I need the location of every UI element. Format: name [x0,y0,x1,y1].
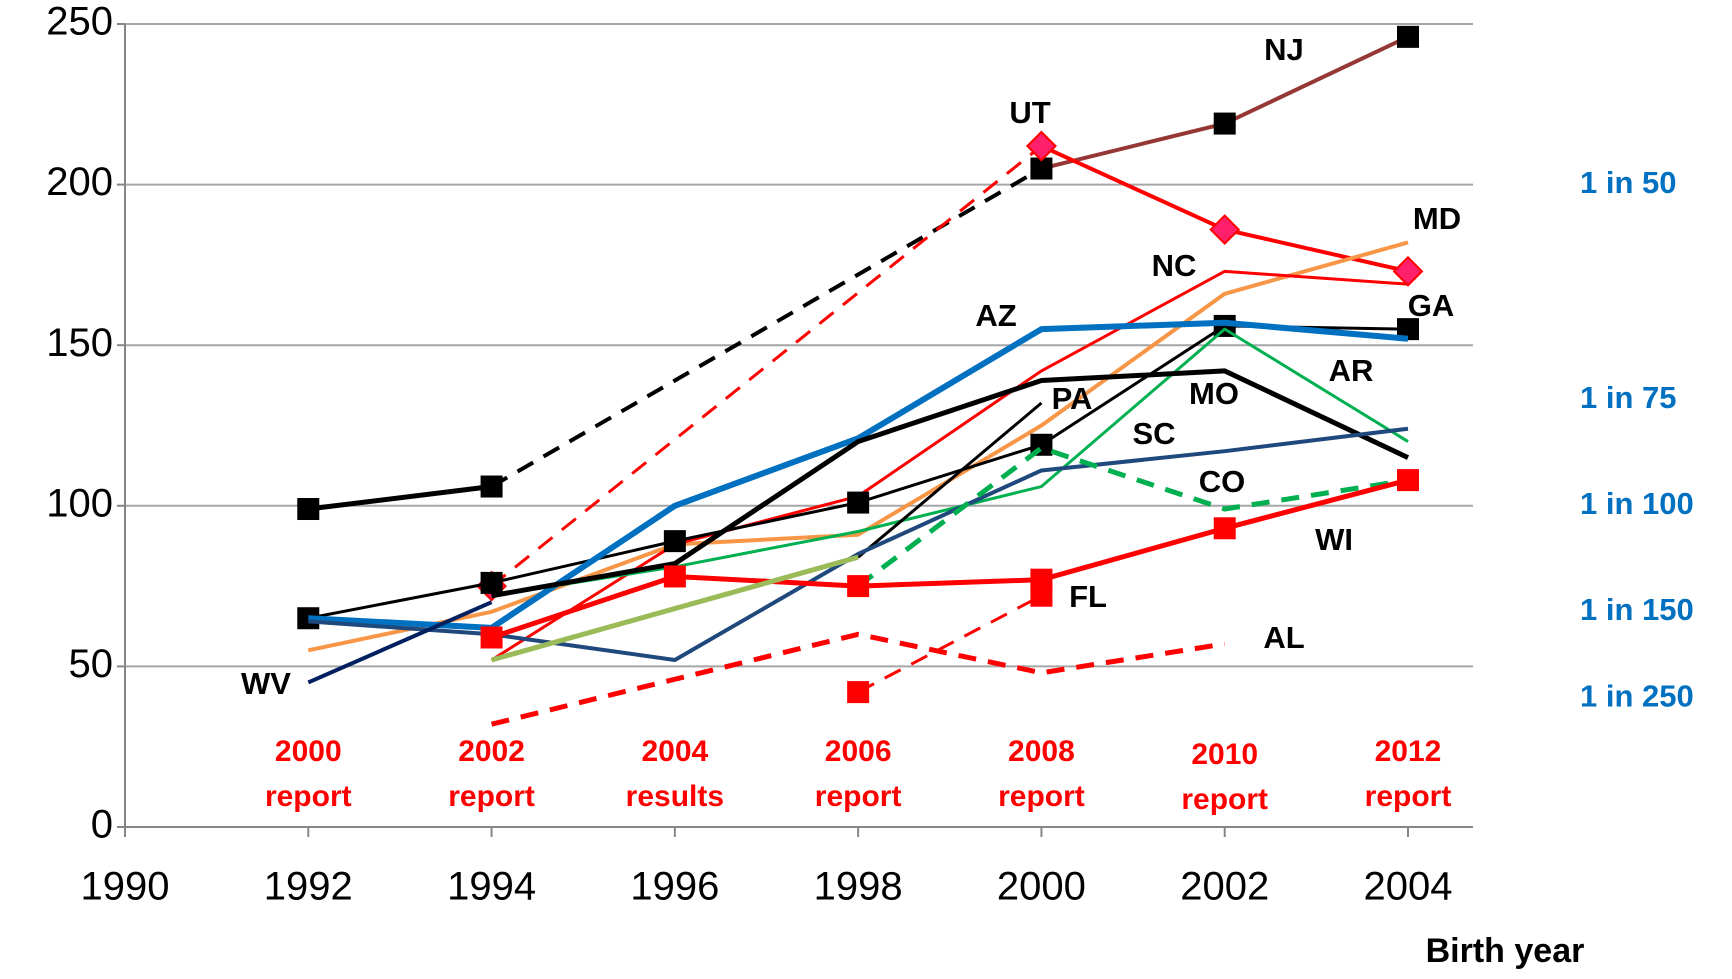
series-label: PA [1052,381,1093,416]
x-tick-label: 1990 [81,865,170,909]
report-label: 2008 [1008,735,1075,768]
report-label: 2012 [1375,735,1442,768]
y-tick-label: 150 [46,321,113,365]
report-label: report [1365,780,1452,813]
marker [1209,214,1241,245]
series-label: UT [1009,95,1050,130]
report-label: 2010 [1191,738,1258,771]
x-tick-label: 1992 [264,865,353,909]
y-tick-label: 100 [46,481,113,525]
marker [847,491,870,514]
series-line [1040,144,1409,274]
report-label: 2006 [825,735,892,768]
report-label: report [265,780,352,813]
series-label: AL [1263,620,1304,655]
marker [1213,112,1236,135]
series-line [307,600,493,685]
report-label: 2000 [275,735,342,768]
marker [1213,517,1236,540]
series-line [490,166,1043,489]
report-label: results [626,780,724,813]
ratio-label: 1 in 100 [1580,486,1694,521]
x-tick-label: 1994 [447,865,536,909]
ratio-label: 1 in 50 [1580,165,1677,200]
marker [1397,25,1419,48]
report-label: report [1181,783,1268,816]
series-line [856,445,1409,589]
series-line [1040,35,1409,171]
series-label: GA [1408,288,1455,323]
ratio-label: 1 in 250 [1580,679,1694,714]
ratio-label: 1 in 150 [1580,592,1694,627]
marker [1397,318,1419,341]
series-label: WV [241,666,291,701]
marker [480,626,503,649]
y-tick-label: 0 [91,803,113,847]
series-label: AR [1329,353,1374,388]
series-label: MO [1189,376,1239,411]
series-line [491,368,1410,599]
ratio-label: 1 in 75 [1580,380,1677,415]
report-label: 2004 [641,735,708,768]
series-label: MD [1413,201,1461,236]
marker [480,571,503,594]
x-axis-label: Birth year [1426,932,1585,970]
report-label: 2002 [458,735,525,768]
y-tick-label: 50 [69,642,114,686]
report-label: report [448,780,535,813]
series-line [490,631,1226,727]
series-line [490,144,1043,588]
series-label: CO [1199,464,1246,499]
marker [1392,255,1424,287]
series-line [857,594,1043,694]
series-label: WI [1315,522,1353,557]
series-label: SC [1132,416,1175,451]
x-tick-label: 2000 [997,865,1086,909]
report-label: report [815,780,902,813]
series-line [490,477,1409,640]
marker [1397,469,1419,492]
series-label: AZ [975,298,1016,333]
series-line [857,401,1043,559]
marker [297,498,320,521]
x-tick-label: 2004 [1364,865,1453,909]
series-line [307,240,1409,653]
series-line [490,269,1409,662]
x-tick-label: 1996 [630,865,719,909]
marker [663,530,686,553]
x-tick-label: 2002 [1180,865,1269,909]
series-label: NC [1152,248,1197,283]
marker [847,575,870,598]
report-label: report [998,780,1085,813]
series-line [491,327,1409,598]
series-label: NJ [1264,32,1304,67]
y-tick-label: 200 [46,160,113,204]
marker [1030,584,1053,607]
series-label: FL [1069,579,1107,614]
marker [847,681,870,704]
marker [663,565,686,588]
y-tick-label: 250 [46,0,113,44]
series-line [307,484,492,512]
series-line [490,554,859,663]
marker [1026,130,1057,162]
x-tick-label: 1998 [814,865,903,909]
